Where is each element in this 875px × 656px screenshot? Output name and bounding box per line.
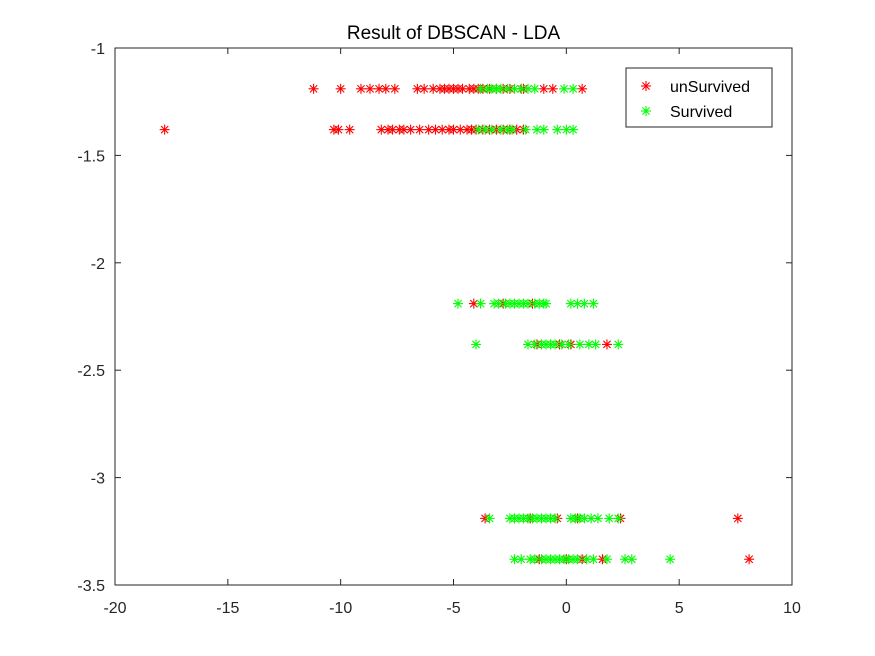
data-point xyxy=(335,83,346,94)
data-point xyxy=(583,339,594,350)
legend-marker xyxy=(641,81,651,91)
ticks-layer: -20 -15 -10 -5 0 5 10 -1 -1.5 -2 -2.5 -3 -3.5 xyxy=(77,41,801,617)
data-point xyxy=(471,339,482,350)
data-point xyxy=(159,124,170,135)
data-point xyxy=(592,513,603,524)
data-point xyxy=(453,298,464,309)
data-point xyxy=(522,83,533,94)
data-point xyxy=(579,298,590,309)
data-point xyxy=(414,124,425,135)
data-point xyxy=(732,513,743,524)
data-point xyxy=(355,83,366,94)
data-point xyxy=(577,83,588,94)
data-point xyxy=(626,554,637,565)
data-point xyxy=(380,83,391,94)
data-point xyxy=(344,124,355,135)
data-point xyxy=(563,339,574,350)
data-point xyxy=(308,83,319,94)
data-point xyxy=(516,554,527,565)
y-tick-label: -3.5 xyxy=(77,578,105,595)
legend-label: unSurvived xyxy=(670,79,750,96)
data-point xyxy=(520,124,531,135)
data-point xyxy=(559,83,570,94)
data-point xyxy=(475,298,486,309)
data-point xyxy=(590,339,601,350)
chart-title: Result of DBSCAN - LDA xyxy=(347,23,561,44)
data-point xyxy=(437,124,448,135)
data-point xyxy=(613,513,624,524)
y-tick-label: -1.5 xyxy=(77,148,105,165)
x-tick-label: 5 xyxy=(675,600,684,617)
data-point xyxy=(473,124,484,135)
data-point xyxy=(398,124,409,135)
data-point xyxy=(516,83,527,94)
plot-area xyxy=(115,48,792,585)
data-point xyxy=(522,339,533,350)
data-point xyxy=(581,554,592,565)
data-point xyxy=(547,83,558,94)
y-tick-label: -1 xyxy=(91,41,105,58)
data-point xyxy=(552,124,563,135)
data-point xyxy=(665,554,676,565)
data-point xyxy=(365,83,376,94)
data-point xyxy=(568,83,579,94)
points-layer xyxy=(159,83,755,565)
y-tick-label: -3 xyxy=(91,471,105,488)
data-point xyxy=(333,124,344,135)
data-point xyxy=(613,339,624,350)
data-point xyxy=(522,298,533,309)
legend-entry-unsurvived: unSurvived xyxy=(641,79,750,96)
legend-entry-survived: Survived xyxy=(641,104,732,121)
data-point xyxy=(405,124,416,135)
x-tick-label: -10 xyxy=(329,600,352,617)
x-tick-label: -5 xyxy=(446,600,460,617)
x-tick-label: -15 xyxy=(216,600,239,617)
data-point xyxy=(744,554,755,565)
data-point xyxy=(448,124,459,135)
data-point xyxy=(486,124,497,135)
data-point xyxy=(509,554,520,565)
data-point xyxy=(455,124,466,135)
data-point xyxy=(572,298,583,309)
data-point xyxy=(550,513,561,524)
y-tick-label: -2.5 xyxy=(77,363,105,380)
x-tick-label: 0 xyxy=(562,600,571,617)
data-point xyxy=(475,83,486,94)
data-point xyxy=(529,83,540,94)
data-point xyxy=(601,339,612,350)
series-survived xyxy=(453,83,676,565)
data-point xyxy=(588,554,599,565)
legend-label: Survived xyxy=(670,104,732,121)
data-point xyxy=(604,513,615,524)
data-point xyxy=(507,124,518,135)
x-tick-label: -20 xyxy=(103,600,126,617)
data-point xyxy=(484,513,495,524)
data-point xyxy=(419,83,430,94)
data-point xyxy=(468,298,479,309)
data-point xyxy=(601,554,612,565)
data-point xyxy=(572,554,583,565)
data-point xyxy=(538,124,549,135)
data-point xyxy=(376,124,387,135)
data-point xyxy=(541,298,552,309)
data-point xyxy=(389,83,400,94)
y-tick-label: -2 xyxy=(91,256,105,273)
data-point xyxy=(574,339,585,350)
legend-marker xyxy=(641,106,651,116)
data-point xyxy=(588,298,599,309)
legend-box xyxy=(625,67,773,128)
data-point xyxy=(568,124,579,135)
legend: unSurvived Survived xyxy=(625,67,773,128)
data-point xyxy=(538,83,549,94)
x-tick-label: 10 xyxy=(783,600,801,617)
